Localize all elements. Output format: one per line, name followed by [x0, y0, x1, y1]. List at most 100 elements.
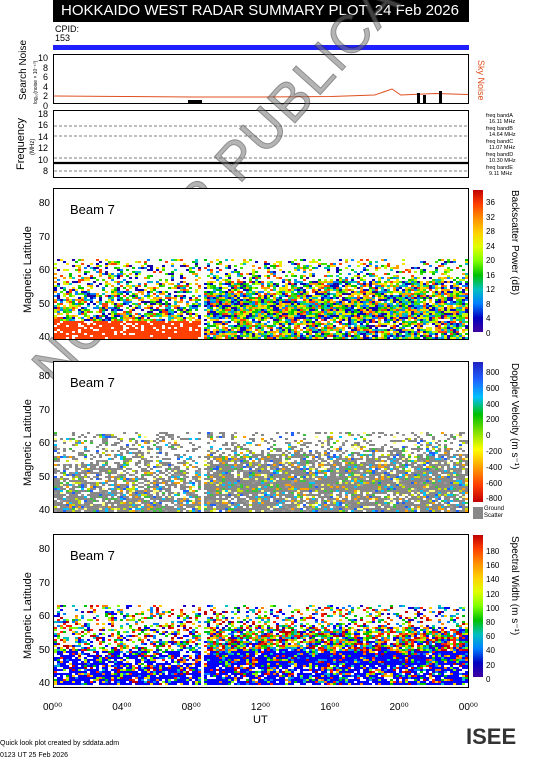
noise-ytick: 10: [37, 53, 48, 63]
freq-band-value: 10.30 MHz: [489, 158, 516, 164]
colorbar-label: Backscatter Power (dB): [509, 190, 520, 296]
frequency-ytick: 8: [42, 166, 48, 176]
colorbar-tick: 800: [486, 368, 500, 377]
freq-band-label: freq bandB 14.64 MHz: [486, 126, 516, 138]
freq-band-label: freq bandD 10.30 MHz: [486, 152, 516, 164]
colorbar-tick: 20: [486, 660, 495, 670]
colorbar-tick: 100: [486, 603, 500, 613]
colorbar-tick: 0: [486, 431, 491, 441]
beam-label: Beam 7: [70, 375, 115, 390]
plot-date: 24 Feb 2026: [374, 2, 459, 19]
colorbar-tick: 36: [486, 198, 495, 207]
panel-ytick: 60: [38, 265, 50, 276]
x-axis-tick: 00⁰⁰: [43, 702, 63, 713]
cpid-bar: [53, 45, 469, 50]
colorbar-tick: 80: [486, 618, 495, 627]
colorbar-tick: 28: [486, 227, 495, 236]
colorbar-tick: 4: [486, 314, 491, 323]
colorbar-tick: 180: [486, 547, 500, 556]
panel-ytick: 40: [38, 505, 50, 516]
noise-ytick: 4: [42, 81, 48, 92]
freq-band-label: freq bandC 11.07 MHz: [486, 139, 515, 151]
colorbar-tick: 400: [486, 399, 500, 409]
colorbar-tick: -200: [486, 447, 503, 456]
search-noise-panel: [53, 54, 469, 104]
colorbar-tick: 160: [486, 561, 500, 571]
x-axis-tick: 20⁰⁰: [389, 702, 409, 713]
sky-noise-label: Sky Noise: [476, 60, 486, 101]
panel-ytick: 40: [38, 332, 50, 343]
range-time-panel: [53, 361, 469, 513]
panel-ytick: 50: [38, 471, 50, 483]
plot-title: HOKKAIDO WEST RADAR SUMMARY PLOT: [61, 2, 368, 19]
colorbar-label: Doppler Velocity (m s⁻¹): [509, 363, 520, 470]
freq-band-name: freq bandA: [486, 113, 513, 119]
freq-band-value: 11.07 MHz: [489, 145, 516, 151]
colorbar-tick: 8: [486, 299, 491, 309]
beam-label: Beam 7: [70, 548, 115, 563]
freq-band-name: freq bandD: [486, 152, 514, 158]
freq-band-value: 14.64 MHz: [489, 132, 516, 138]
freq-band-name: freq bandE: [486, 165, 513, 171]
panel-ytick: 70: [38, 577, 50, 589]
footer-credit: Quick look plot created by sddata.adm: [0, 740, 120, 747]
range-time-panel: [53, 534, 469, 688]
panel-ytick: 80: [38, 198, 50, 209]
x-axis-tick: 00⁰⁰: [458, 702, 478, 713]
colorbar-tick: 120: [486, 589, 500, 599]
x-axis-label: UT: [253, 714, 268, 726]
beam-label: Beam 7: [70, 202, 115, 217]
colorbar-tick: 16: [486, 270, 495, 280]
panel-ytick: 40: [38, 678, 50, 689]
panel-ytick: 80: [38, 371, 50, 382]
x-axis-tick: 12⁰⁰: [250, 702, 271, 713]
velocity-colorbar: [473, 362, 483, 502]
panel-ytick: 70: [38, 404, 50, 416]
colorbar-tick: 600: [486, 383, 500, 393]
noise-ytick: 2: [42, 91, 48, 102]
frequency-ytick: 10: [37, 154, 48, 165]
frequency-panel: [53, 110, 469, 178]
cpid: CPID: 153: [55, 25, 79, 43]
cpid-value: 153: [55, 33, 71, 43]
freq-band-label: freq bandA 16.11 MHz: [486, 113, 515, 125]
x-axis-tick: 16⁰⁰: [320, 702, 340, 713]
range-time-panel: [53, 188, 469, 340]
colorbar-tick: 20: [486, 256, 495, 265]
scatter-label: Scatter: [484, 513, 504, 519]
colorbar-label: Spectral Width (m s⁻¹): [509, 536, 520, 636]
power-colorbar: [473, 190, 483, 332]
colorbar-tick: 0: [486, 674, 491, 684]
footer-created: 0123 UT 25 Feb 2026: [0, 752, 68, 759]
x-axis-tick: 08⁰⁰: [181, 702, 201, 713]
freq-band-name: freq bandC: [486, 139, 514, 145]
colorbar-tick: 60: [486, 632, 495, 642]
search-noise-plot: [54, 88, 468, 103]
colorbar-tick: 200: [486, 415, 500, 425]
frequency-ytick: 16: [37, 120, 48, 131]
panel-ytick: 50: [38, 298, 50, 310]
x-axis-tick: 04⁰⁰: [112, 702, 132, 713]
colorbar-tick: 12: [486, 285, 495, 294]
noise-ytick: 0: [42, 101, 48, 111]
colorbar-tick: 0: [486, 328, 491, 338]
title-bar: HOKKAIDO WEST RADAR SUMMARY PLOT 24 Feb …: [53, 0, 469, 22]
panel-ytick: 60: [38, 611, 50, 622]
isee-logo: ISEE: [466, 724, 517, 749]
panel-ytick: 70: [38, 231, 50, 243]
noise-ytick: 6: [42, 72, 48, 83]
colorbar-tick: 140: [486, 575, 500, 585]
freq-band-label: freq bandE 9.11 MHz: [486, 165, 513, 177]
frequency-ytick: 14: [37, 131, 48, 142]
frequency-plot: [54, 125, 468, 172]
range-time-plot: [54, 259, 468, 339]
colorbar-tick: -400: [486, 462, 503, 472]
ground-scatter-swatch: [473, 507, 483, 519]
colorbar-tick: -600: [486, 478, 503, 488]
freq-band-value: 16.11 MHz: [489, 119, 516, 125]
ground-label: Ground: [484, 506, 505, 512]
frequency-ylabel: Frequency: [15, 118, 27, 170]
range-time-plot: [54, 605, 468, 685]
range-time-plot: [54, 432, 468, 512]
frequency-ytick: 12: [37, 143, 48, 154]
